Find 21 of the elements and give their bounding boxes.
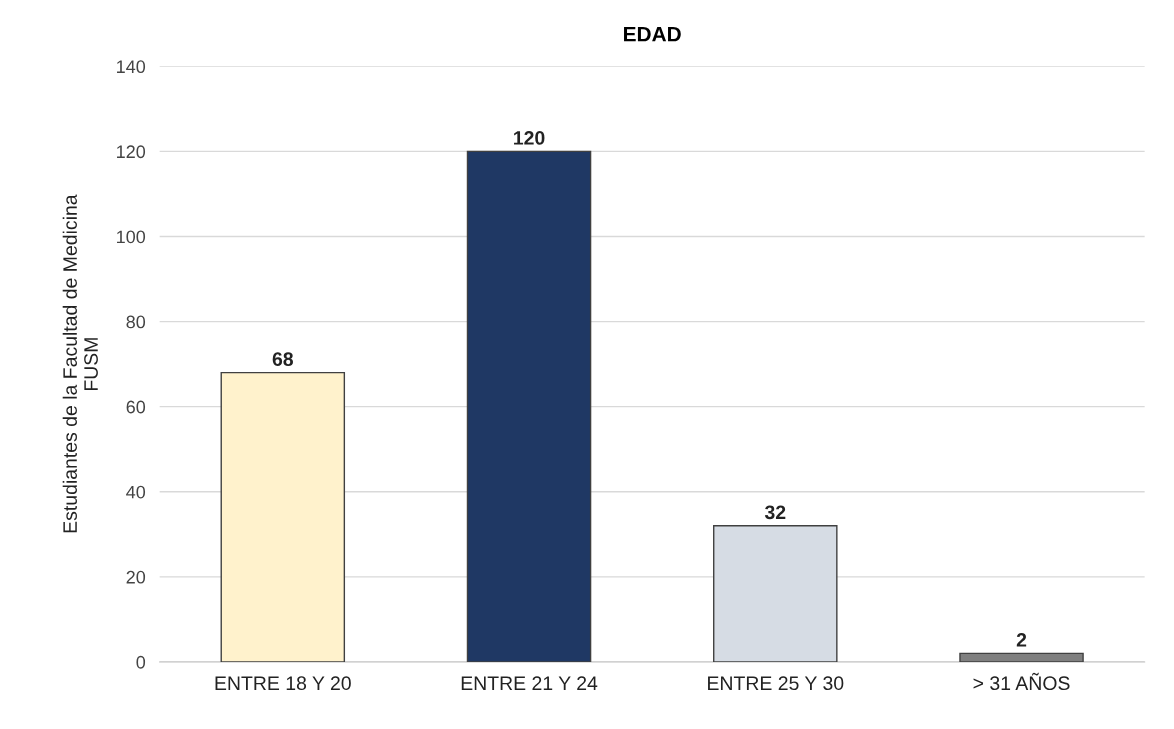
data-label: 2	[1016, 633, 1027, 647]
bar	[220, 371, 346, 662]
data-label: 32	[764, 505, 786, 520]
data-label: 120	[514, 131, 545, 145]
y-axis-title: Estudiantes de la Facultad de Medicina FUSM	[62, 194, 98, 533]
y-tick-label: 20	[126, 570, 146, 584]
x-tick-label: ENTRE 18 Y 20	[215, 676, 351, 691]
x-tick-label: > 31 AÑOS	[973, 672, 1070, 691]
bar	[466, 150, 592, 662]
x-tick-label: ENTRE 25 Y 30	[708, 676, 844, 691]
chart-title: EDAD	[624, 27, 681, 42]
y-tick-label: 100	[117, 230, 146, 244]
y-tick-label: 60	[126, 400, 146, 414]
y-tick-label: 140	[117, 60, 146, 74]
y-tick-label: 0	[136, 655, 146, 669]
x-tick-label: ENTRE 21 Y 24	[461, 676, 598, 690]
y-tick-label: 120	[117, 145, 146, 159]
y-tick-label: 40	[126, 485, 146, 499]
data-label: 68	[272, 352, 294, 367]
bar	[959, 652, 1084, 662]
y-tick-label: 80	[126, 315, 146, 329]
